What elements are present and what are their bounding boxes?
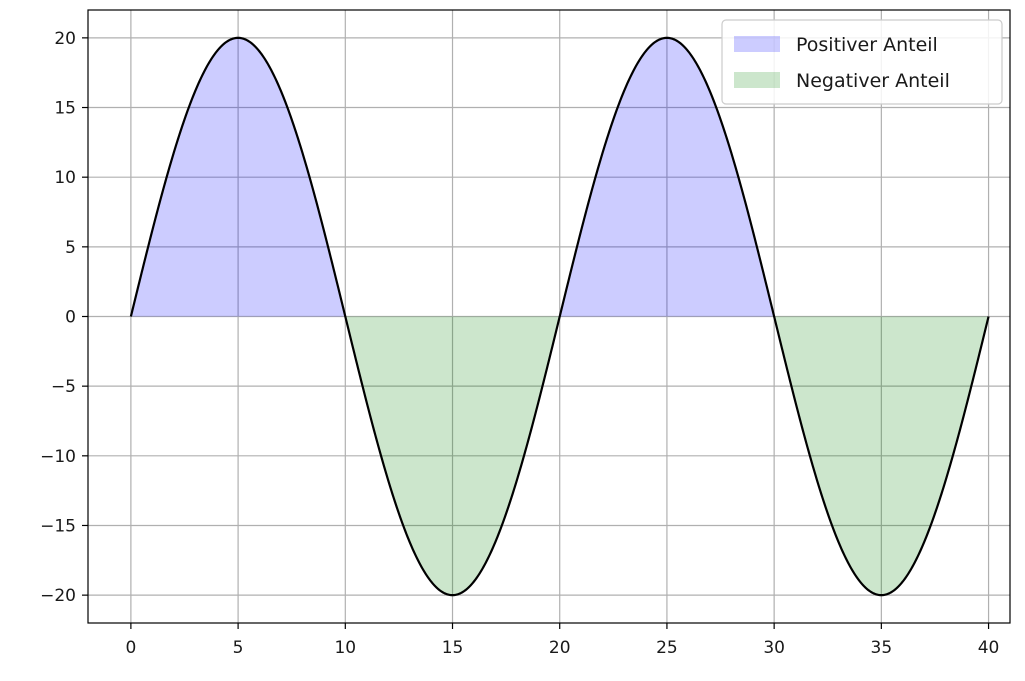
x-tick-label: 25 — [656, 638, 678, 658]
legend-swatch — [734, 36, 780, 52]
legend: Positiver Anteil Negativer Anteil — [721, 19, 1003, 105]
axis-ticks: 0 5 10 15 20 25 30 35 40 20 15 10 5 0 −5 −10 −15 −20 — [40, 29, 999, 658]
y-tick-label: 10 — [54, 168, 76, 188]
y-tick-label: 5 — [65, 238, 76, 258]
area-fills — [130, 37, 989, 596]
x-tick-label: 30 — [763, 638, 785, 658]
plot-frame — [87, 9, 1011, 624]
y-tick-label: 0 — [65, 308, 76, 328]
y-tick-label: −15 — [40, 516, 76, 536]
sine-curve — [129, 36, 990, 597]
y-tick-label: −5 — [51, 377, 76, 397]
x-tick-label: 35 — [871, 638, 893, 658]
x-tick-label: 40 — [978, 638, 1000, 658]
x-tick-label: 20 — [549, 638, 571, 658]
negative-area — [130, 316, 989, 596]
x-tick-label: 5 — [233, 638, 244, 658]
y-tick-label: −20 — [40, 586, 76, 606]
x-tick-label: 0 — [125, 638, 136, 658]
y-tick-label: 15 — [54, 99, 76, 119]
positive-area — [130, 37, 989, 317]
x-tick-label: 10 — [334, 638, 356, 658]
y-tick-label: −10 — [40, 447, 76, 467]
y-tick-label: 20 — [54, 29, 76, 49]
x-tick-label: 15 — [442, 638, 464, 658]
legend-label: Negativer Anteil — [796, 70, 950, 92]
legend-box — [721, 19, 1003, 105]
legend-label: Positiver Anteil — [796, 34, 938, 56]
curve-layer — [129, 36, 990, 597]
legend-swatch — [734, 72, 780, 88]
grid-lines — [88, 10, 1010, 623]
